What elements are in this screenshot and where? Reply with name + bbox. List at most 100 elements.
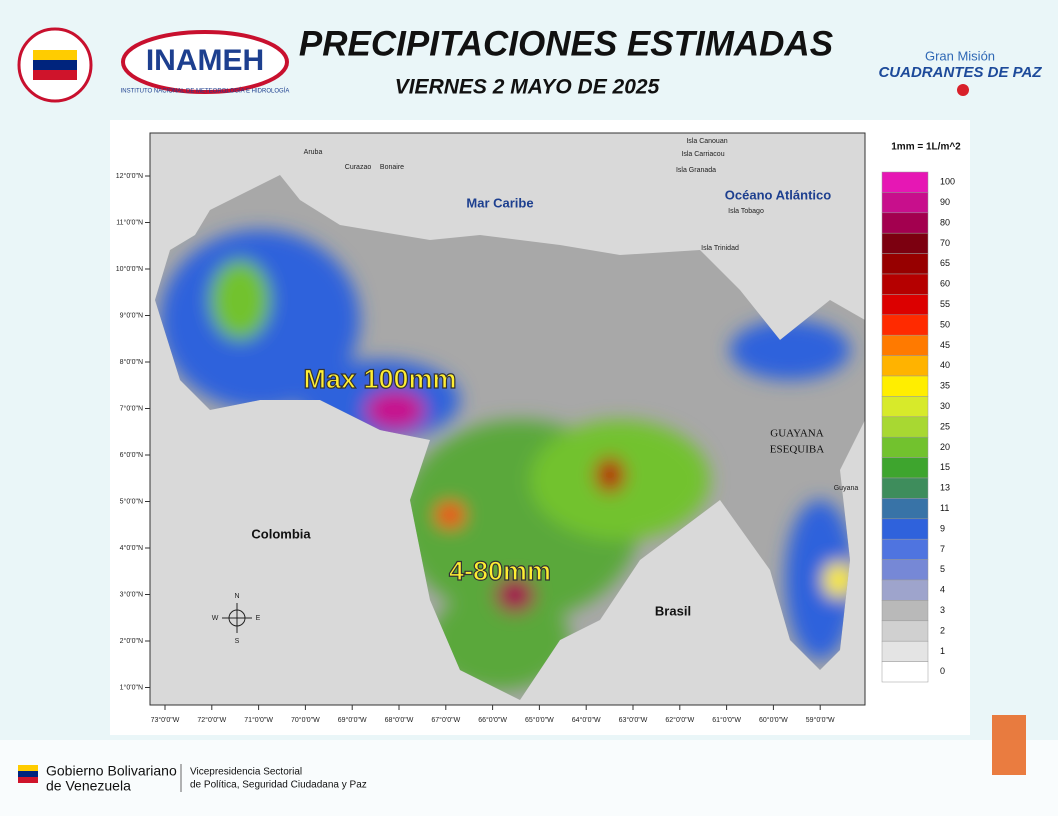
legend-swatch [881, 436, 929, 458]
legend-swatch [881, 416, 929, 438]
lon-label: 68°0'0"W [385, 716, 414, 724]
lat-label: 4°0'0"N [120, 544, 143, 552]
legend-label: 90 [940, 197, 950, 207]
lon-label: 72°0'0"W [197, 716, 226, 724]
map-label: Isla Tobago [728, 208, 764, 215]
legend-label: 70 [940, 238, 950, 248]
compass-label: W [212, 615, 219, 622]
legend-label: 55 [940, 299, 950, 309]
legend-label: 35 [940, 381, 950, 391]
title: PRECIPITACIONES ESTIMADAS [299, 24, 833, 63]
logo-caption: INSTITUTO NACIONAL DE METEOROLOGÍA E HID… [121, 88, 290, 95]
flag-band [18, 765, 38, 771]
legend-label: 20 [940, 442, 950, 452]
map-label: Bonaire [380, 164, 404, 171]
lon-label: 71°0'0"W [244, 716, 273, 724]
legend-swatch [881, 314, 929, 336]
legend-swatch [881, 253, 929, 275]
legend-label: 60 [940, 279, 950, 289]
map-label: Brasil [655, 603, 691, 618]
lat-label: 1°0'0"N [120, 683, 143, 691]
lat-label: 9°0'0"N [120, 311, 143, 319]
legend-label: 1 [940, 646, 945, 656]
footer-text: Gobierno Bolivariano [46, 763, 177, 779]
annotation: Max 100mm [303, 364, 456, 394]
map-label: Isla Carriacou [681, 151, 724, 158]
lat-label: 12°0'0"N [116, 172, 143, 180]
legend-label: 65 [940, 258, 950, 268]
lon-label: 63°0'0"W [619, 716, 648, 724]
flag-band [18, 771, 38, 777]
logo-text: INAMEH [146, 44, 264, 77]
map-label: Colombia [251, 526, 311, 541]
lat-label: 11°0'0"N [116, 218, 143, 226]
subtitle: VIERNES 2 MAYO DE 2025 [395, 76, 660, 99]
lon-label: 62°0'0"W [665, 716, 694, 724]
legend-label: 45 [940, 340, 950, 350]
legend-label: 2 [940, 625, 945, 635]
inameh-logo [121, 30, 289, 94]
legend-swatch [881, 477, 929, 499]
flag-band [33, 60, 77, 70]
legend-label: 80 [940, 217, 950, 227]
rain-area [785, 500, 855, 660]
legend-label: 50 [940, 319, 950, 329]
rain-area [595, 457, 625, 493]
flag-band [33, 50, 77, 60]
rain-area [823, 562, 853, 598]
lon-label: 69°0'0"W [338, 716, 367, 724]
legend-label: 40 [940, 360, 950, 370]
map-label: Océano Atlántico [725, 187, 831, 202]
lat-label: 10°0'0"N [116, 265, 143, 273]
legend-label: 25 [940, 421, 950, 431]
legend-swatch [881, 661, 929, 683]
compass-label: S [235, 638, 240, 645]
lat-label: 2°0'0"N [120, 637, 143, 645]
anniversary-logo [992, 715, 1026, 775]
lon-label: 61°0'0"W [712, 716, 741, 724]
legend-label: 7 [940, 544, 945, 554]
lat-label: 3°0'0"N [120, 590, 143, 598]
compass-label: N [234, 593, 239, 600]
map-border [149, 132, 866, 706]
lon-label: 59°0'0"W [806, 716, 835, 724]
legend-swatch [881, 579, 929, 601]
legend-label: 9 [940, 523, 945, 533]
legend-swatch [881, 273, 929, 295]
flag-band [33, 70, 77, 80]
legend-label: 4 [940, 585, 945, 595]
lon-label: 66°0'0"W [478, 716, 507, 724]
lon-label: 64°0'0"W [572, 716, 601, 724]
footer-text: Vicepresidencia Sectorial [190, 767, 302, 778]
legend-swatch [881, 538, 929, 560]
legend-swatch [881, 171, 929, 193]
legend-swatch [881, 640, 929, 662]
map-label: GUAYANA [770, 428, 823, 440]
legend-swatch [881, 232, 929, 254]
lat-label: 6°0'0"N [120, 451, 143, 459]
lat-label: 8°0'0"N [120, 358, 143, 366]
legend-swatch [881, 518, 929, 540]
legend-swatch [881, 294, 929, 316]
map-label: Curazao [345, 164, 372, 171]
compass-label: E [256, 615, 261, 622]
legend-swatch [881, 457, 929, 479]
legend-swatch [881, 355, 929, 377]
legend-label: 30 [940, 401, 950, 411]
map-label: Isla Granada [676, 167, 716, 174]
map-label: Mar Caribe [466, 195, 533, 210]
legend-label: 15 [940, 462, 950, 472]
legend-swatch [881, 498, 929, 520]
lon-label: 73°0'0"W [151, 716, 180, 724]
flag-band [18, 777, 38, 783]
legend-swatch [881, 620, 929, 642]
map-label: Guyana [834, 485, 859, 492]
legend-swatch [881, 559, 929, 581]
legend-label: 13 [940, 483, 950, 493]
legend-swatch [881, 192, 929, 214]
lat-label: 5°0'0"N [120, 497, 143, 505]
rain-area [430, 590, 570, 690]
lon-label: 60°0'0"W [759, 716, 788, 724]
legend-label: 3 [940, 605, 945, 615]
